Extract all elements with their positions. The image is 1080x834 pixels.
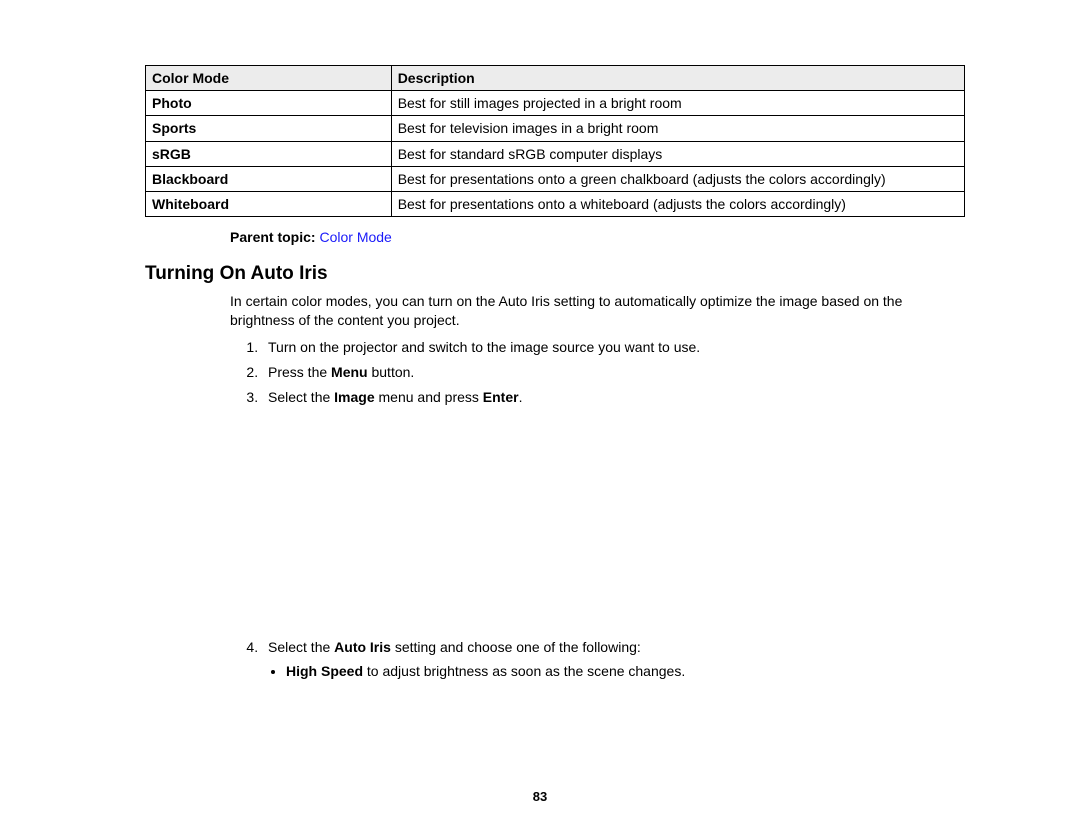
mode-desc: Best for standard sRGB computer displays — [391, 141, 964, 166]
step-item: Turn on the projector and switch to the … — [262, 338, 965, 357]
intro-paragraph: In certain color modes, you can turn on … — [230, 292, 965, 330]
mode-name: sRGB — [146, 141, 392, 166]
mode-name: Photo — [146, 91, 392, 116]
color-mode-table: Color Mode Description Photo Best for st… — [145, 65, 965, 217]
table-row: Photo Best for still images projected in… — [146, 91, 965, 116]
step-text: Press the — [268, 364, 331, 380]
step-bold: Menu — [331, 364, 368, 380]
mode-desc: Best for presentations onto a green chal… — [391, 166, 964, 191]
table-row: Whiteboard Best for presentations onto a… — [146, 191, 965, 216]
mode-desc: Best for presentations onto a whiteboard… — [391, 191, 964, 216]
step-item: Select the Auto Iris setting and choose … — [262, 638, 965, 682]
page-number: 83 — [0, 789, 1080, 804]
mode-name: Blackboard — [146, 166, 392, 191]
step-text: . — [519, 389, 523, 405]
bullet-bold: High Speed — [286, 663, 363, 679]
mode-desc: Best for still images projected in a bri… — [391, 91, 964, 116]
step-bold: Auto Iris — [334, 639, 391, 655]
step-bold: Image — [334, 389, 374, 405]
step-text: setting and choose one of the following: — [391, 639, 641, 655]
table-header-mode: Color Mode — [146, 66, 392, 91]
step-item: Select the Image menu and press Enter. — [262, 388, 965, 632]
step-text: Select the — [268, 639, 334, 655]
table-row: Sports Best for television images in a b… — [146, 116, 965, 141]
bullet-text: to adjust brightness as soon as the scen… — [363, 663, 685, 679]
parent-topic-label: Parent topic: — [230, 229, 316, 245]
mode-name: Whiteboard — [146, 191, 392, 216]
step-text: Select the — [268, 389, 334, 405]
table-row: sRGB Best for standard sRGB computer dis… — [146, 141, 965, 166]
parent-topic: Parent topic: Color Mode — [230, 229, 965, 245]
table-header-desc: Description — [391, 66, 964, 91]
sub-bullets: High Speed to adjust brightness as soon … — [286, 662, 965, 681]
steps-list: Turn on the projector and switch to the … — [230, 338, 965, 681]
section-heading: Turning On Auto Iris — [145, 263, 965, 285]
step-item: Press the Menu button. — [262, 363, 965, 382]
bullet-item: High Speed to adjust brightness as soon … — [286, 662, 965, 681]
image-placeholder — [268, 407, 965, 632]
table-row: Blackboard Best for presentations onto a… — [146, 166, 965, 191]
step-text: menu and press — [375, 389, 483, 405]
parent-topic-link[interactable]: Color Mode — [319, 229, 391, 245]
step-text: Turn on the projector and switch to the … — [268, 339, 700, 355]
mode-desc: Best for television images in a bright r… — [391, 116, 964, 141]
mode-name: Sports — [146, 116, 392, 141]
step-text: button. — [368, 364, 415, 380]
step-bold: Enter — [483, 389, 519, 405]
